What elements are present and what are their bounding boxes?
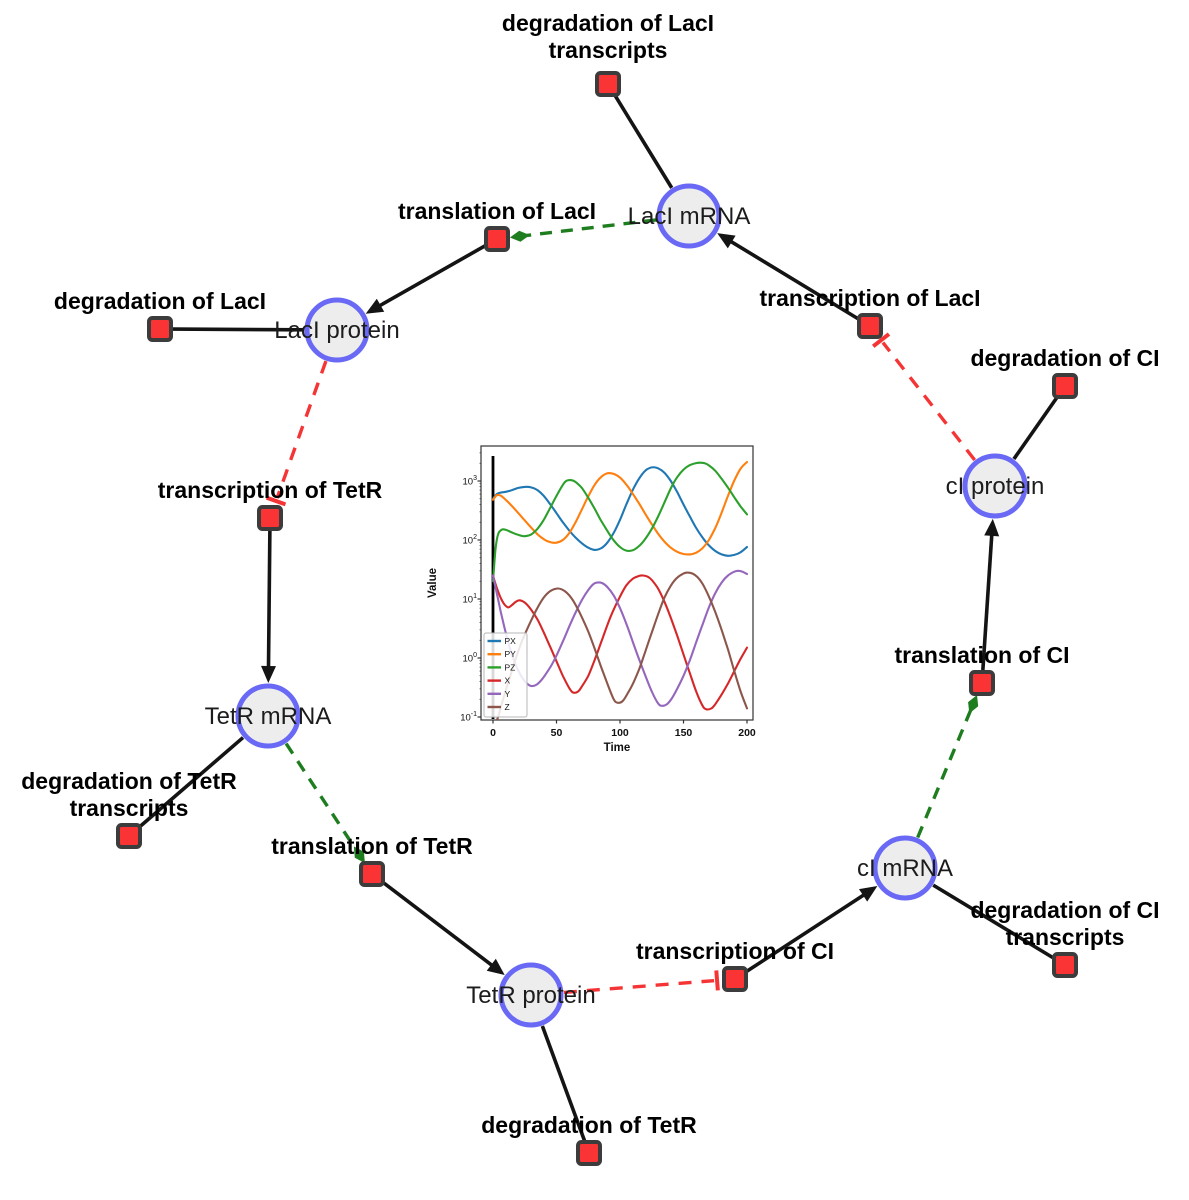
- reaction-node-deg-tetr-transcripts[interactable]: [116, 823, 142, 849]
- edge-modifier-ci-mrna-to-translation-ci: [916, 695, 979, 839]
- edge-inhibition-tetr-protein-to-transcription-ci: [563, 970, 720, 995]
- species-label-tetr-mrna: TetR mRNA: [205, 703, 332, 730]
- labels-layer: LacI mRNA LacI protein TetR mRNA TetR prote…: [21, 10, 1159, 1138]
- modifier-diamond-arrowhead: [353, 846, 365, 864]
- chart-xtick-label: 200: [738, 727, 756, 739]
- edges-layer: [137, 94, 1060, 1142]
- reaction-label-transcription-ci: transcription of CI: [636, 938, 834, 964]
- reaction-node-deg-ci-transcripts[interactable]: [1052, 952, 1078, 978]
- edge-inhibition-ci-protein-to-transcription-laci: [871, 332, 977, 462]
- chart-legend-label-PY: PY: [505, 649, 517, 659]
- chart-xtick-label: 100: [611, 727, 629, 739]
- edge-product-translation-tetr-to-tetr-protein: [381, 880, 505, 975]
- chart-series-PZ: [491, 461, 749, 583]
- reaction-node-transcription-tetr[interactable]: [257, 505, 283, 531]
- reaction-node-deg-ci[interactable]: [1052, 373, 1078, 399]
- arrowhead: [486, 958, 505, 975]
- reaction-label-deg-tetr-transcripts: transcripts: [70, 795, 189, 821]
- arrowhead: [984, 518, 1000, 537]
- edge-product-transcription-ci-to-ci-mrna: [744, 886, 878, 974]
- reaction-node-translation-tetr[interactable]: [359, 861, 385, 887]
- reaction-label-transcription-tetr: transcription of TetR: [158, 477, 383, 503]
- reaction-label-translation-tetr: translation of TetR: [271, 833, 473, 859]
- chart-legend-label-X: X: [505, 676, 511, 686]
- species-node-ci-mrna[interactable]: [872, 835, 938, 901]
- reaction-node-deg-tetr[interactable]: [576, 1140, 602, 1166]
- chart-ytick-label: 10-1: [460, 711, 477, 724]
- species-label-ci-protein: cI protein: [946, 473, 1045, 500]
- arrowhead: [261, 665, 276, 683]
- reaction-label-deg-laci-transcripts: transcripts: [549, 37, 668, 63]
- species-label-ci-mrna: cI mRNA: [857, 855, 953, 882]
- reaction-label-deg-ci-transcripts: degradation of CI: [970, 897, 1159, 923]
- chart-legend-label-PZ: PZ: [505, 662, 516, 672]
- chart-series-X: [491, 574, 749, 711]
- inhibition-tbar: [714, 970, 720, 991]
- reaction-node-deg-laci-transcripts[interactable]: [595, 71, 621, 97]
- edge-reactant-ci-protein-to-deg-ci: [1012, 395, 1060, 460]
- reaction-node-translation-laci[interactable]: [484, 226, 510, 252]
- reaction-node-transcription-laci[interactable]: [857, 313, 883, 339]
- edge-reactant-laci-protein-to-deg-laci: [172, 327, 305, 332]
- reaction-label-translation-laci: translation of LacI: [398, 198, 596, 224]
- edge-modifier-laci-mrna-to-translation-laci: [509, 218, 657, 242]
- chart-legend: PX PY PZ XYZ: [483, 632, 528, 718]
- chart-legend-label-Y: Y: [505, 689, 511, 699]
- edge-inhibition-laci-protein-to-transcription-tetr: [265, 360, 328, 507]
- species-node-laci-protein[interactable]: [304, 297, 370, 363]
- species-node-ci-protein[interactable]: [962, 453, 1028, 519]
- nodes-layer: [116, 71, 1078, 1166]
- reaction-label-deg-tetr: degradation of TetR: [481, 1112, 697, 1138]
- chart-ytick-label: 100: [463, 652, 478, 665]
- reaction-label-transcription-laci: transcription of LacI: [759, 285, 980, 311]
- reaction-label-deg-laci-transcripts: degradation of LacI: [502, 10, 714, 36]
- chart-ytick-label: 101: [463, 593, 478, 606]
- chart-xtick-label: 0: [490, 727, 496, 739]
- edge-product-transcription-tetr-to-tetr-mrna: [261, 530, 276, 683]
- edge-reactant-ci-mrna-to-deg-ci-transcripts: [932, 883, 1055, 960]
- reaction-node-transcription-ci[interactable]: [722, 966, 748, 992]
- edge-product-translation-laci-to-laci-protein: [365, 243, 487, 314]
- chart-series-PY: [491, 460, 749, 556]
- species-node-tetr-mrna[interactable]: [235, 683, 301, 749]
- modifier-diamond-arrowhead: [968, 695, 979, 714]
- species-node-laci-mrna[interactable]: [656, 183, 722, 249]
- chart-xlabel: Time: [604, 742, 631, 754]
- edge-reactant-tetr-protein-to-deg-tetr: [540, 1025, 587, 1142]
- inhibition-tbar: [871, 332, 891, 348]
- species-node-tetr-protein[interactable]: [498, 962, 564, 1028]
- arrowhead: [717, 233, 736, 249]
- reaction-node-translation-ci[interactable]: [969, 670, 995, 696]
- species-label-laci-protein: LacI protein: [274, 317, 399, 344]
- chart-ylabel: Value: [427, 568, 439, 598]
- reaction-label-translation-ci: translation of CI: [894, 642, 1069, 668]
- chart-ytick-label: 102: [463, 534, 478, 547]
- edge-reactant-tetr-mrna-to-deg-tetr-transcripts: [137, 736, 245, 829]
- chart-xtick-label: 150: [675, 727, 693, 739]
- chart-series-PX: [491, 466, 749, 557]
- species-label-laci-mrna: LacI mRNA: [628, 203, 751, 230]
- reaction-label-deg-laci: degradation of LacI: [54, 288, 266, 314]
- species-label-tetr-protein: TetR protein: [466, 982, 595, 1009]
- arrowhead: [365, 298, 385, 314]
- reaction-label-deg-tetr-transcripts: degradation of TetR: [21, 768, 237, 794]
- chart-legend-label-Z: Z: [505, 702, 510, 712]
- reaction-label-deg-ci-transcripts: transcripts: [1006, 924, 1125, 950]
- reaction-node-deg-laci[interactable]: [147, 316, 173, 342]
- chart-ytick-label: 103: [463, 475, 478, 488]
- arrowhead: [859, 886, 878, 902]
- chart-axes-frame: [480, 445, 754, 721]
- inhibition-tbar: [265, 495, 287, 507]
- edge-reactant-laci-mrna-to-deg-laci-transcripts: [613, 94, 674, 189]
- chart-legend-label-PX: PX: [505, 636, 517, 646]
- modifier-diamond-arrowhead: [509, 230, 530, 242]
- edge-product-transcription-laci-to-laci-mrna: [717, 233, 860, 321]
- chart-xtick-label: 50: [551, 727, 563, 739]
- edge-modifier-tetr-mrna-to-translation-tetr: [284, 742, 365, 864]
- edge-product-translation-ci-to-ci-protein: [981, 518, 1000, 671]
- reaction-label-deg-ci: degradation of CI: [970, 345, 1159, 371]
